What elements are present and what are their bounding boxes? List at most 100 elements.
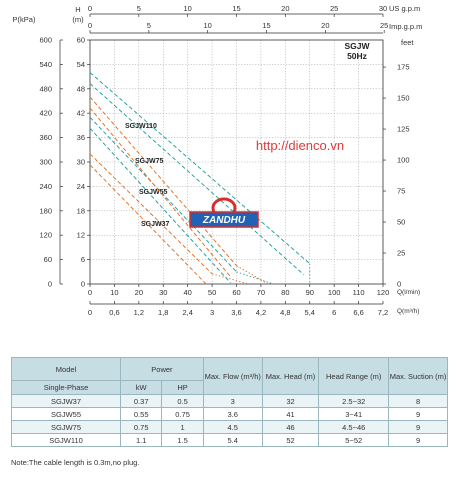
- q-lmin-tick-label: 120: [377, 288, 390, 297]
- cell-suction: 8: [388, 394, 448, 408]
- curve-sgjw110-lower: [89, 83, 305, 276]
- table-row: SGJW37 0.37 0.5 3 32 2.5~32 8: [11, 394, 448, 408]
- q-m3h-tick-label: 3,6: [231, 308, 241, 317]
- cell-flow: 3.6: [202, 407, 263, 421]
- head-m-tick-label: 42: [77, 109, 85, 118]
- cell-range: 2.5~32: [318, 394, 390, 408]
- imp-gpm-tick-label: 20: [321, 21, 329, 30]
- q-m3h-tick-label: 0: [88, 308, 92, 317]
- feet-axis-label: feet: [401, 38, 414, 47]
- cell-suction: 9: [388, 420, 448, 434]
- head-m-tick-label: 0: [81, 280, 85, 289]
- q-m3h-tick-label: 2,4: [182, 308, 192, 317]
- curve-sgjw37-extension: [211, 273, 249, 285]
- cell-suction: 9: [388, 407, 448, 421]
- cell-head: 46: [261, 420, 320, 434]
- imp-gpm-tick-label: 10: [203, 21, 211, 30]
- watermark-url: http://dienco.vn: [256, 138, 344, 153]
- cell-range: 3~41: [318, 407, 390, 421]
- q-lmin-tick-label: 60: [232, 288, 240, 297]
- series-label-sgjw55: SGJW55: [139, 189, 168, 196]
- header-phase: Single-Phase: [11, 380, 121, 395]
- head-m-tick-label: 18: [77, 206, 85, 215]
- q-m3h-tick-label: 7,2: [378, 308, 388, 317]
- feet-tick-label: 0: [397, 280, 401, 289]
- head-m-tick-label: 30: [77, 158, 85, 167]
- curve-sgjw75: [89, 96, 237, 267]
- pressure-axis-label: P(kPa): [13, 15, 36, 24]
- header-max-head: Max. Head (m): [261, 357, 320, 395]
- head-m-tick-label: 60: [77, 36, 85, 45]
- cell-head: 41: [261, 407, 320, 421]
- cell-flow: 4.5: [202, 420, 263, 434]
- pressure-tick-label: 120: [39, 231, 52, 240]
- q-m3h-tick-label: 1,2: [134, 308, 144, 317]
- feet-tick-label: 25: [397, 249, 405, 258]
- curve-sgjw55-lower: [89, 127, 231, 284]
- chart-subtitle: 50Hz: [347, 51, 367, 61]
- cell-hp: 1.5: [161, 433, 204, 447]
- curve-sgjw75-lower: [89, 107, 231, 278]
- cell-flow: 5.4: [202, 433, 263, 447]
- q-m3h-tick-label: 3: [210, 308, 214, 317]
- q-lmin-tick-label: 110: [353, 288, 365, 297]
- head-m-tick-label: 12: [77, 231, 85, 240]
- curve-sgjw37-lower: [89, 164, 207, 285]
- pressure-tick-label: 360: [39, 133, 52, 142]
- us-gpm-axis-label: US g.p.m: [389, 4, 420, 13]
- cell-hp: 1: [161, 420, 204, 434]
- curve-sgjw37: [89, 153, 213, 275]
- cell-model: SGJW75: [11, 420, 121, 434]
- table-row: SGJW75 0.75 1 4.5 46 4.5~46 9: [11, 420, 448, 434]
- head-m-axis-label: H: [75, 5, 80, 14]
- feet-tick-label: 100: [397, 156, 410, 165]
- cell-kw: 0.37: [119, 394, 163, 408]
- q-m3h-tick-label: 0,6: [109, 308, 119, 317]
- us-gpm-tick-label: 5: [137, 4, 141, 13]
- q-lmin-tick-label: 40: [183, 288, 191, 297]
- header-kw: kW: [119, 380, 163, 395]
- curve-sgjw55: [89, 116, 237, 273]
- header-head-range: Head Range (m): [318, 357, 390, 395]
- series-label-sgjw37: SGJW37: [141, 221, 170, 228]
- table-row: SGJW55 0.55 0.75 3.6 41 3~41 9: [11, 407, 448, 421]
- q-lmin-tick-label: 10: [110, 288, 118, 297]
- pressure-tick-label: 300: [39, 158, 52, 167]
- q-lmin-tick-label: 30: [159, 288, 167, 297]
- q-lmin-tick-label: 100: [328, 288, 341, 297]
- q-lmin-tick-label: 50: [208, 288, 216, 297]
- cell-range: 5~52: [318, 433, 390, 447]
- pressure-tick-label: 540: [39, 60, 52, 69]
- imp-gpm-axis-label: Imp.g.p.m: [389, 22, 422, 31]
- q-m3h-tick-label: 4,8: [280, 308, 290, 317]
- cell-model: SGJW37: [11, 394, 121, 408]
- curve-sgjw110: [89, 72, 311, 265]
- cell-head: 32: [261, 394, 320, 408]
- feet-tick-label: 150: [397, 94, 410, 103]
- feet-tick-label: 50: [397, 218, 405, 227]
- cell-range: 4.5~46: [318, 420, 390, 434]
- cell-flow: 3: [202, 394, 263, 408]
- pressure-tick-label: 0: [48, 280, 52, 289]
- pressure-tick-label: 240: [39, 182, 52, 191]
- imp-gpm-tick-label: 15: [262, 21, 270, 30]
- cell-hp: 0.5: [161, 394, 204, 408]
- cell-kw: 0.55: [119, 407, 163, 421]
- q-lmin-axis-label: Q(l/min): [397, 289, 420, 296]
- cell-head: 52: [261, 433, 320, 447]
- header-max-suction: Max. Suction (m): [388, 357, 448, 395]
- q-lmin-tick-label: 0: [88, 288, 92, 297]
- head-m-tick-label: 6: [81, 255, 85, 264]
- pressure-tick-label: 60: [44, 255, 52, 264]
- cell-suction: 9: [388, 433, 448, 447]
- pump-spec-table: Model Power Max. Flow (m³/h) Max. Head (…: [11, 357, 448, 447]
- header-max-flow: Max. Flow (m³/h): [202, 357, 263, 395]
- pressure-tick-label: 180: [39, 206, 52, 215]
- q-lmin-tick-label: 80: [281, 288, 289, 297]
- q-m3h-tick-label: 1,8: [158, 308, 168, 317]
- q-m3h-tick-label: 4,2: [256, 308, 266, 317]
- curve-sgjw75-extension: [236, 265, 269, 285]
- head-m-axis-label: (m): [72, 15, 84, 24]
- feet-tick-label: 175: [397, 63, 410, 72]
- us-gpm-tick-label: 30: [379, 4, 387, 13]
